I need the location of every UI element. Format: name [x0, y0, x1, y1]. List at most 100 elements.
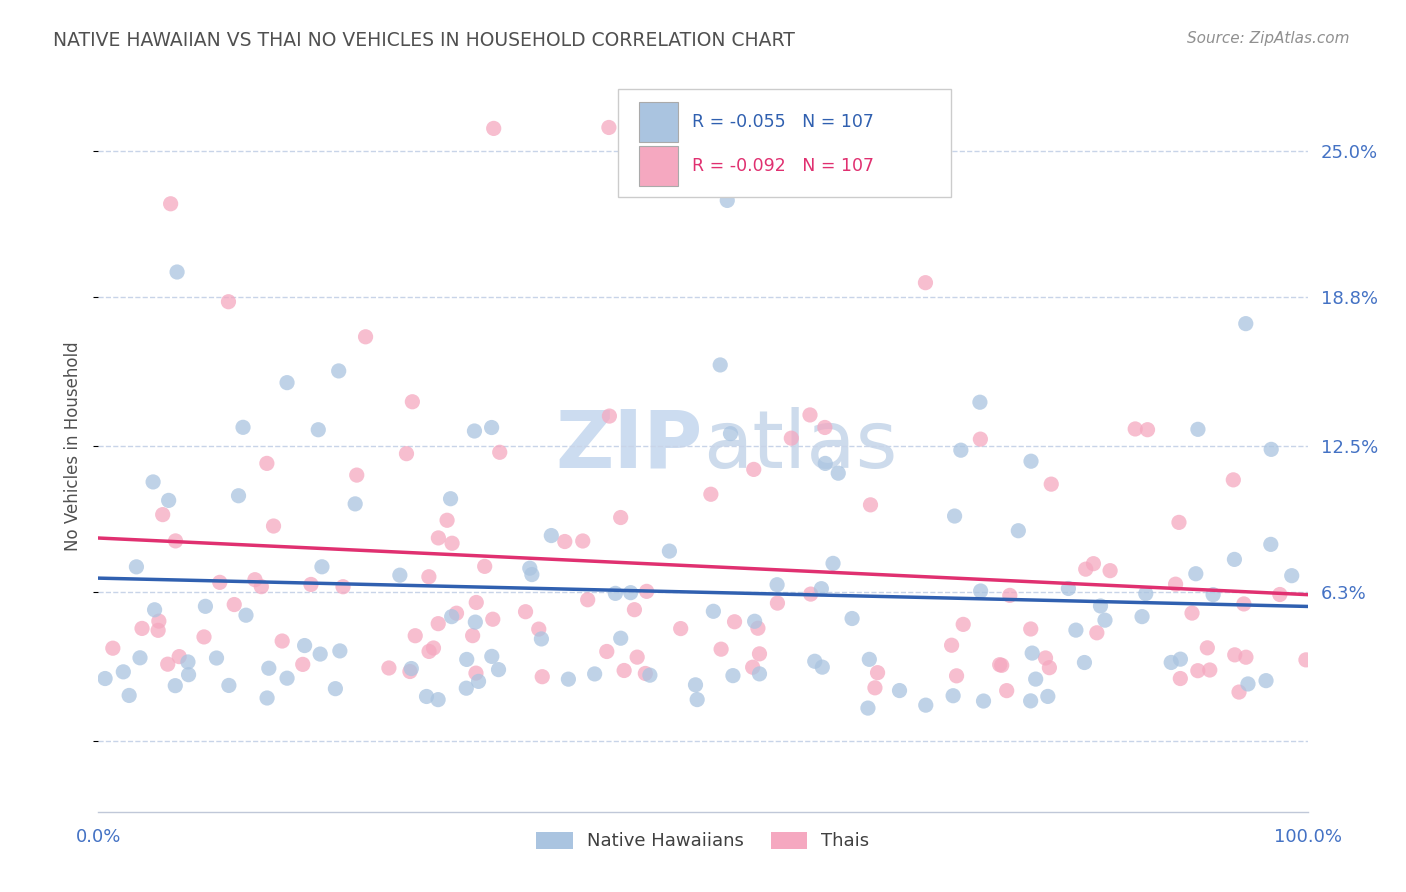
Point — [998, 588, 1021, 602]
Text: ZIP: ZIP — [555, 407, 703, 485]
Point — [1237, 677, 1260, 691]
Point — [456, 652, 478, 666]
Point — [328, 364, 350, 378]
Point — [744, 615, 766, 629]
Point — [142, 475, 165, 489]
Point — [1187, 664, 1209, 678]
Point — [530, 632, 553, 646]
Point — [250, 580, 273, 594]
Point — [571, 533, 593, 548]
Point — [800, 587, 823, 601]
Point — [1019, 694, 1042, 708]
Point — [636, 584, 658, 599]
Point — [474, 559, 496, 574]
FancyBboxPatch shape — [638, 146, 678, 186]
Point — [311, 559, 333, 574]
Point — [418, 644, 440, 658]
Point — [1073, 656, 1095, 670]
Point — [299, 577, 322, 591]
Point — [1083, 557, 1105, 571]
Point — [1181, 606, 1204, 620]
Point — [488, 445, 510, 459]
Point — [1057, 582, 1080, 596]
Point — [1130, 609, 1153, 624]
Point — [1170, 652, 1192, 666]
Point — [118, 689, 141, 703]
Point — [481, 612, 503, 626]
Point — [436, 513, 458, 527]
Point — [257, 661, 280, 675]
Point — [557, 672, 579, 686]
Point — [1185, 566, 1208, 581]
Point — [554, 534, 576, 549]
Point — [235, 608, 257, 623]
Point — [969, 432, 991, 446]
Point — [440, 609, 463, 624]
Point — [291, 657, 314, 672]
Point — [969, 395, 991, 409]
Point — [427, 531, 450, 545]
Point — [481, 420, 503, 434]
Point — [949, 443, 972, 458]
Point — [716, 194, 738, 208]
Point — [146, 624, 169, 638]
Point — [1234, 650, 1257, 665]
Point — [1036, 690, 1059, 704]
Point — [456, 681, 478, 696]
Point — [1223, 552, 1246, 566]
Point — [465, 666, 488, 681]
Point — [378, 661, 401, 675]
Point — [159, 196, 181, 211]
Point — [914, 276, 936, 290]
Point — [598, 409, 620, 423]
Point — [143, 603, 166, 617]
Point — [780, 431, 803, 445]
Point — [1227, 685, 1250, 699]
Point — [1260, 442, 1282, 457]
Point — [1222, 473, 1244, 487]
Point — [232, 420, 254, 434]
Point — [889, 683, 911, 698]
Point — [1040, 477, 1063, 491]
Point — [354, 330, 377, 344]
Point — [520, 567, 543, 582]
Point — [1168, 516, 1191, 530]
Point — [995, 683, 1018, 698]
Point — [294, 639, 316, 653]
Point — [1254, 673, 1277, 688]
Point — [1085, 625, 1108, 640]
Point — [531, 670, 554, 684]
Point — [1234, 317, 1257, 331]
Point — [766, 596, 789, 610]
Point — [766, 578, 789, 592]
Point — [1090, 599, 1112, 613]
Point — [803, 654, 825, 668]
Point — [193, 630, 215, 644]
Point — [515, 605, 537, 619]
Point — [131, 622, 153, 636]
Y-axis label: No Vehicles in Household: No Vehicles in Household — [65, 341, 83, 551]
Point — [988, 657, 1011, 672]
Point — [583, 667, 606, 681]
Point — [1223, 648, 1246, 662]
Point — [859, 498, 882, 512]
Point — [148, 614, 170, 628]
Point — [1038, 661, 1060, 675]
Point — [401, 394, 423, 409]
Point — [1074, 562, 1097, 576]
Point — [218, 678, 240, 692]
Point — [152, 508, 174, 522]
Point — [811, 660, 834, 674]
Point — [638, 668, 661, 682]
Point — [669, 622, 692, 636]
Point — [623, 602, 645, 616]
Point — [263, 519, 285, 533]
Point — [943, 509, 966, 524]
Point — [167, 649, 190, 664]
FancyBboxPatch shape — [638, 103, 678, 143]
Point — [841, 611, 863, 625]
Text: atlas: atlas — [703, 407, 897, 485]
Point — [224, 598, 246, 612]
Point — [863, 681, 886, 695]
Point — [1187, 422, 1209, 436]
